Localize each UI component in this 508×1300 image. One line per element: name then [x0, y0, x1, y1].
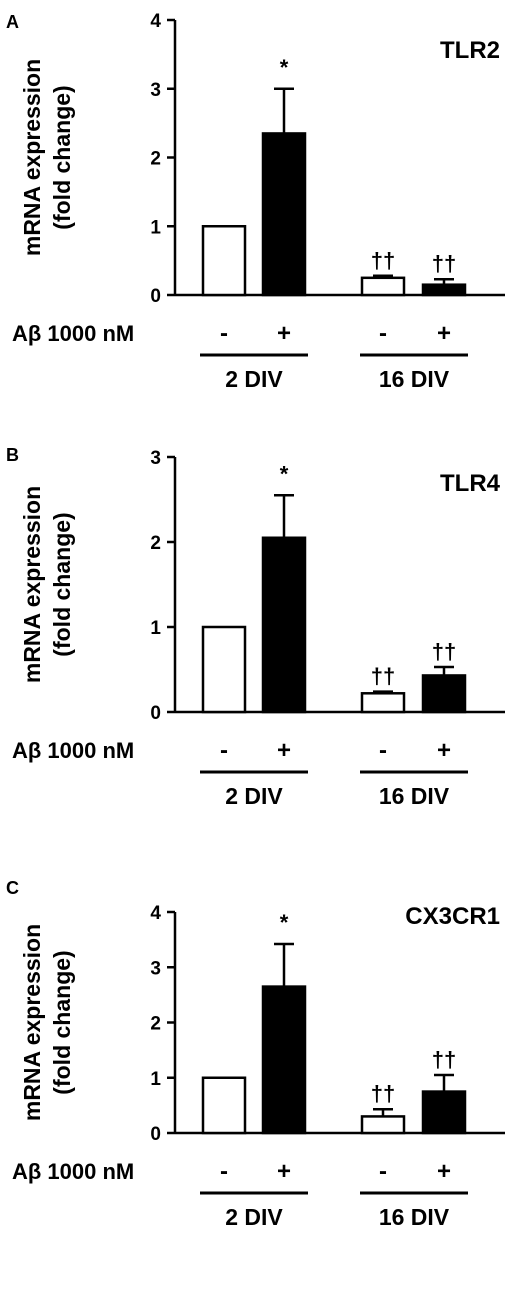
y-axis-label: mRNA expression [19, 924, 45, 1121]
y-axis-label: mRNA expression [19, 59, 45, 256]
bar [421, 1090, 467, 1135]
significance-dagger: †† [371, 1081, 395, 1106]
chart-title: TLR4 [440, 470, 501, 497]
significance-star: * [280, 461, 289, 486]
y-tick-label: 2 [150, 533, 161, 554]
significance-star: * [280, 910, 289, 935]
condition-label: Aβ 1000 nM [12, 738, 134, 763]
group-label: 16 DIV [379, 366, 450, 392]
group-label: 2 DIV [225, 783, 283, 809]
treatment-sign: - [379, 320, 387, 347]
panel-letter: A [6, 12, 19, 32]
chart-title: CX3CR1 [405, 903, 500, 930]
y-tick-label: 1 [150, 618, 161, 639]
bar [201, 1076, 247, 1135]
treatment-sign: + [277, 1158, 291, 1185]
bar [201, 225, 247, 297]
bar [360, 1115, 406, 1135]
treatment-sign: + [437, 320, 451, 347]
treatment-sign: + [437, 1158, 451, 1185]
bar [261, 132, 307, 297]
treatment-sign: + [277, 320, 291, 347]
treatment-sign: - [379, 1158, 387, 1185]
significance-dagger: †† [432, 1047, 456, 1072]
y-axis-label-units: (fold change) [49, 85, 75, 229]
y-axis-label-units: (fold change) [49, 950, 75, 1094]
y-tick-label: 4 [150, 903, 161, 924]
condition-label: Aβ 1000 nM [12, 1159, 134, 1184]
bar [201, 625, 247, 714]
group-label: 16 DIV [379, 1204, 450, 1230]
y-tick-label: 3 [150, 80, 161, 101]
treatment-sign: + [437, 737, 451, 764]
bar [360, 276, 406, 297]
bar [421, 283, 467, 297]
group-label: 16 DIV [379, 783, 450, 809]
condition-label: Aβ 1000 nM [12, 321, 134, 346]
panel-letter: C [6, 878, 19, 898]
bar [261, 536, 307, 714]
y-axis-label: mRNA expression [19, 486, 45, 683]
treatment-sign: - [220, 320, 228, 347]
bar [360, 692, 406, 714]
significance-dagger: †† [371, 248, 395, 273]
group-label: 2 DIV [225, 1204, 283, 1230]
bar [261, 985, 307, 1135]
significance-star: * [280, 55, 289, 80]
y-tick-label: 2 [150, 149, 161, 170]
treatment-sign: - [220, 737, 228, 764]
y-tick-label: 0 [150, 1124, 161, 1145]
y-tick-label: 3 [150, 958, 161, 979]
y-tick-label: 1 [150, 217, 161, 238]
bar [421, 674, 467, 714]
significance-dagger: †† [432, 639, 456, 664]
y-tick-label: 4 [150, 11, 161, 32]
group-label: 2 DIV [225, 366, 283, 392]
y-tick-label: 1 [150, 1069, 161, 1090]
y-tick-label: 3 [150, 448, 161, 469]
treatment-sign: - [379, 737, 387, 764]
y-tick-label: 0 [150, 703, 161, 724]
significance-dagger: †† [371, 664, 395, 689]
y-tick-label: 2 [150, 1014, 161, 1035]
y-tick-label: 0 [150, 286, 161, 307]
significance-dagger: †† [432, 251, 456, 276]
chart-title: TLR2 [440, 37, 500, 64]
treatment-sign: + [277, 737, 291, 764]
panel-letter: B [6, 445, 19, 465]
treatment-sign: - [220, 1158, 228, 1185]
y-axis-label-units: (fold change) [49, 512, 75, 656]
